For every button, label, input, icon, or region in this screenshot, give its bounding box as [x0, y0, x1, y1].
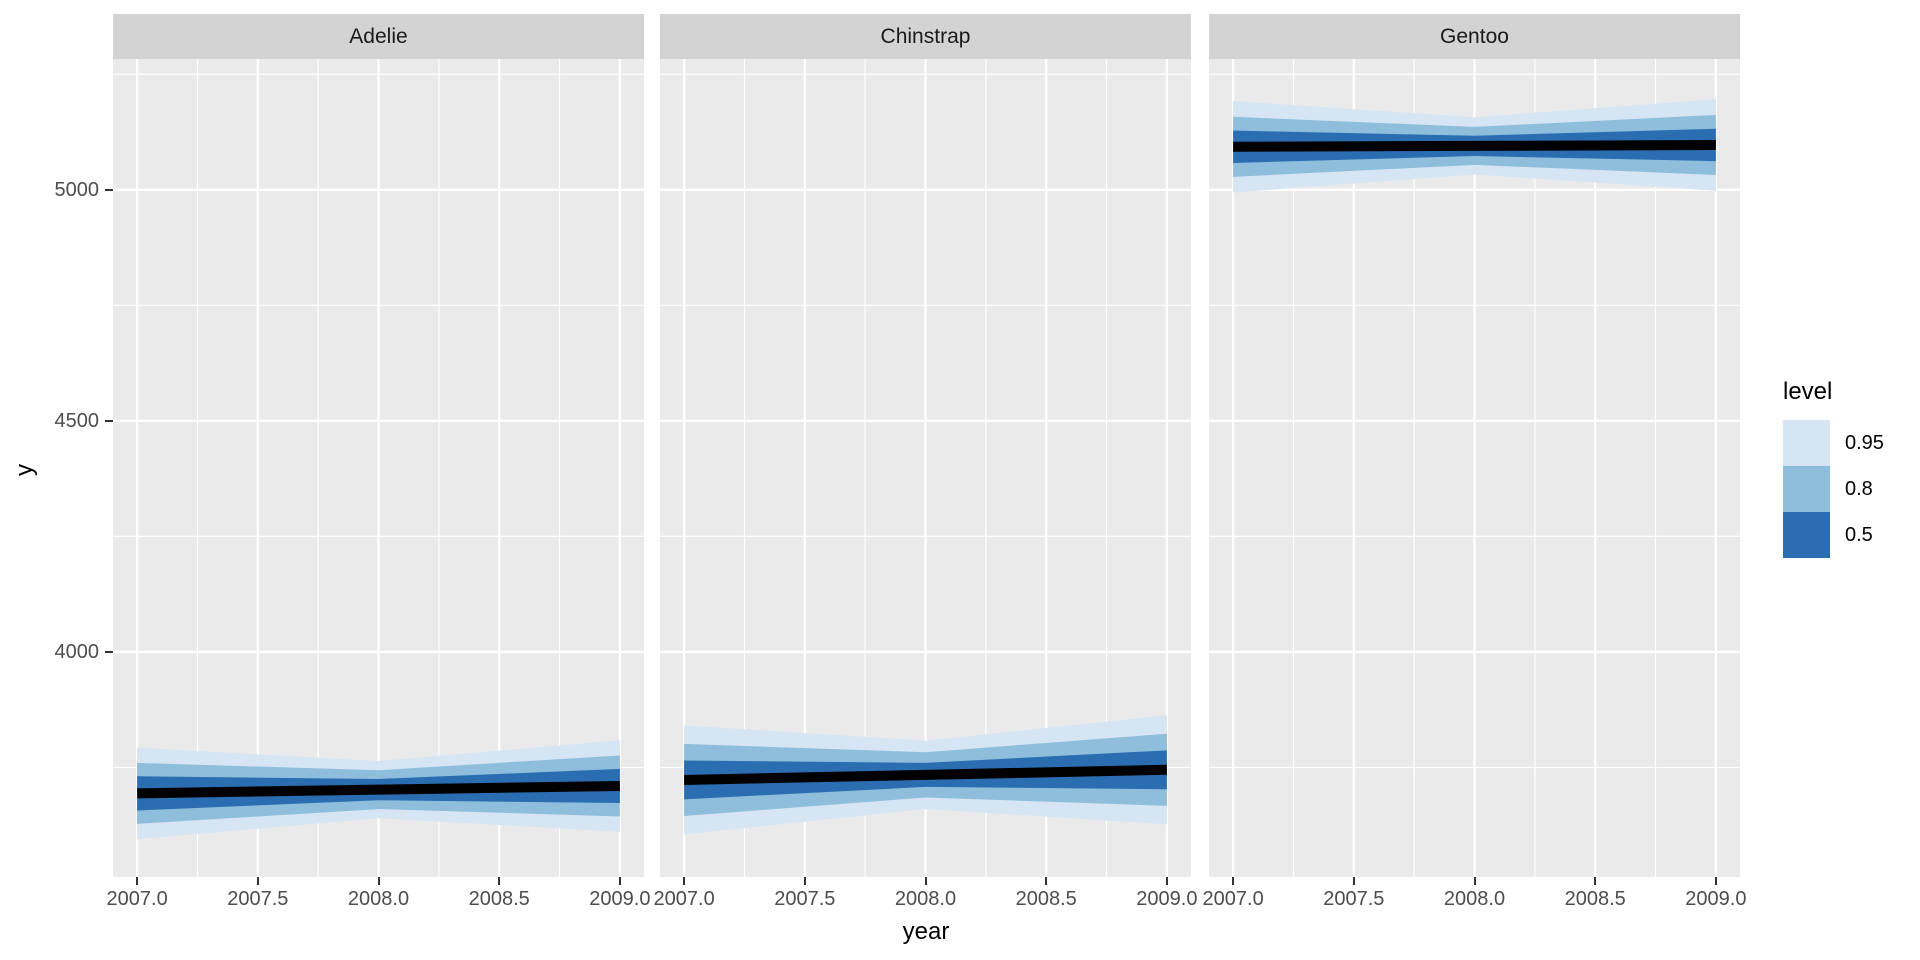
x-tick-mark	[1473, 877, 1476, 885]
x-tick-label: 2007.5	[774, 888, 836, 910]
x-tick-mark	[498, 877, 501, 885]
x-tick-mark	[377, 877, 380, 885]
x-tick-label: 2008.0	[347, 888, 410, 910]
legend-entry: 0.95	[1783, 420, 1920, 466]
facet-strip-label: Gentoo	[1440, 24, 1509, 48]
x-tick-label: 2007.0	[106, 888, 168, 910]
legend-entry-label: 0.8	[1845, 478, 1873, 500]
median-line	[137, 780, 620, 799]
facet-adelie: Adelie 2007.0 2007.5 2008.0 2008.5 2009.0	[107, 14, 650, 910]
y-tick-label: 4500	[54, 409, 100, 432]
facet-plot-svg	[660, 59, 1191, 877]
x-axis-title: year	[902, 918, 950, 945]
x-tick-label: 2009.0	[589, 888, 651, 910]
legend: level 0.95 0.8 0.5	[1783, 378, 1920, 558]
facet-strip-label: Adelie	[349, 24, 408, 48]
x-tick-mark	[1232, 877, 1235, 885]
facet-plot-svg	[1209, 59, 1740, 877]
legend-title: level	[1783, 378, 1833, 405]
y-tick-mark	[105, 419, 113, 422]
x-tick-mark	[1045, 877, 1048, 885]
y-tick-label: 5000	[54, 178, 100, 201]
facet-gentoo: Gentoo 2007.0 2007.5 2008.0 2008.5 2009.0	[1203, 14, 1746, 910]
x-tick-mark	[1594, 877, 1597, 885]
x-tick-mark	[1714, 877, 1717, 885]
facet-panel	[660, 59, 1191, 877]
x-tick-label: 2008.0	[1443, 888, 1506, 910]
x-tick-mark	[924, 877, 927, 885]
legend-swatch	[1783, 420, 1830, 466]
median-line	[1233, 139, 1716, 152]
x-tick-mark	[618, 877, 621, 885]
y-tick-label: 4000	[54, 640, 100, 663]
facet-strip: Gentoo	[1209, 14, 1740, 59]
x-tick-label: 2009.0	[1685, 888, 1747, 910]
facet-strip: Chinstrap	[660, 14, 1191, 59]
facet-plot-svg	[113, 59, 644, 877]
x-tick-label: 2008.0	[894, 888, 957, 910]
x-tick-mark	[683, 877, 686, 885]
facet-strip-label: Chinstrap	[880, 24, 971, 48]
legend-swatch	[1783, 512, 1830, 558]
x-tick-label: 2008.5	[468, 888, 530, 910]
facet-panel	[113, 59, 644, 877]
x-tick-label: 2007.5	[227, 888, 289, 910]
x-tick-label: 2007.0	[653, 888, 715, 910]
x-tick-mark	[803, 877, 806, 885]
legend-entry-label: 0.95	[1845, 432, 1884, 454]
facet-chinstrap: Chinstrap 2007.0 2007.5 2008.0 2008.5 2009.0	[654, 14, 1197, 910]
y-axis-title: y	[11, 464, 38, 476]
legend-swatch	[1783, 466, 1830, 512]
x-tick-mark	[136, 877, 139, 885]
facet-strip: Adelie	[113, 14, 644, 59]
x-tick-label: 2007.0	[1202, 888, 1264, 910]
x-tick-label: 2008.5	[1564, 888, 1626, 910]
y-tick-mark	[105, 650, 113, 653]
median-line	[684, 764, 1167, 785]
x-tick-label: 2009.0	[1136, 888, 1198, 910]
legend-entry-label: 0.5	[1845, 524, 1873, 546]
x-tick-mark	[256, 877, 259, 885]
x-tick-label: 2007.5	[1323, 888, 1385, 910]
legend-entry: 0.8	[1783, 466, 1920, 512]
x-tick-mark	[1165, 877, 1168, 885]
legend-keys: 0.95 0.8 0.5	[1783, 420, 1920, 558]
facet-panel	[1209, 59, 1740, 877]
legend-entry: 0.5	[1783, 512, 1920, 558]
x-tick-mark	[1352, 877, 1355, 885]
x-tick-label: 2008.5	[1015, 888, 1077, 910]
y-tick-mark	[105, 188, 113, 191]
